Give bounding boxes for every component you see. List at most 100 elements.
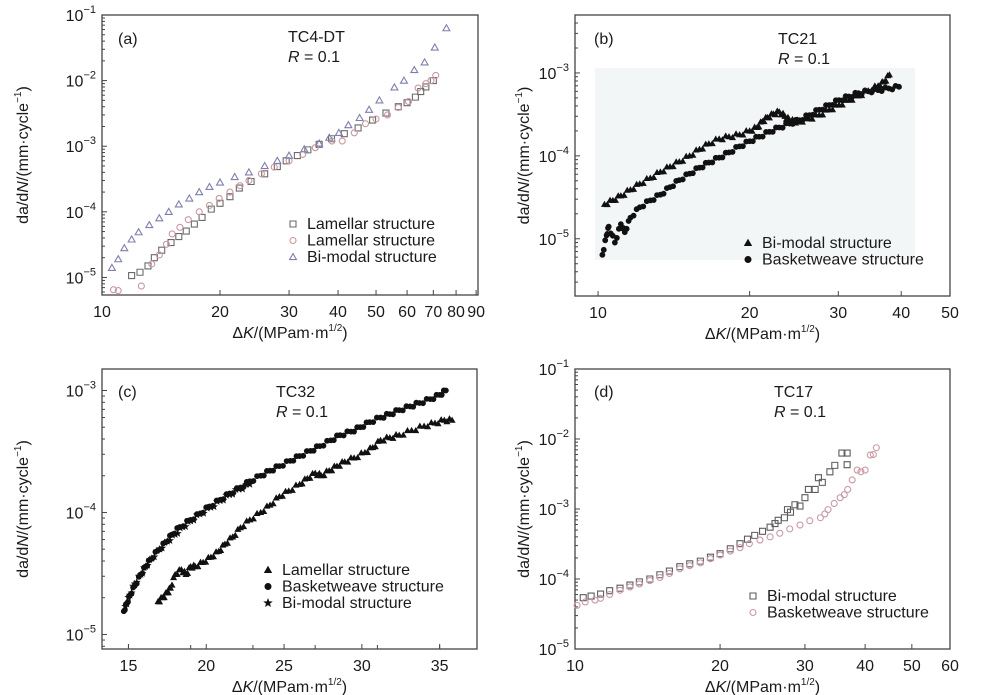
plot-frame bbox=[101, 368, 478, 650]
data-point bbox=[814, 474, 822, 482]
legend-marker bbox=[288, 252, 298, 261]
series-lamellar-structure1 bbox=[109, 71, 440, 295]
data-point bbox=[656, 573, 664, 582]
y-tick-label: 10−4 bbox=[66, 201, 96, 222]
data-point bbox=[165, 536, 174, 544]
data-point bbox=[699, 145, 707, 152]
data-point bbox=[164, 207, 174, 215]
data-point bbox=[783, 506, 792, 514]
data-point bbox=[829, 106, 837, 113]
data-point bbox=[372, 115, 380, 123]
data-point bbox=[350, 129, 358, 137]
data-point bbox=[430, 396, 437, 403]
data-point bbox=[420, 57, 429, 66]
data-point bbox=[107, 263, 117, 271]
data-point bbox=[158, 543, 167, 552]
data-point bbox=[442, 387, 449, 394]
legend-label: Bi-modal structure bbox=[307, 249, 437, 266]
data-point bbox=[330, 437, 337, 444]
data-point bbox=[603, 200, 611, 208]
data-point bbox=[228, 490, 237, 498]
y-axis-label: da/dN/(mm·cycle−1) bbox=[13, 440, 32, 578]
y-tick-exponent: −5 bbox=[83, 623, 96, 635]
x-axis-label: ΔK/(MPam·m1/2) bbox=[705, 677, 820, 695]
data-point bbox=[866, 451, 874, 459]
series-bi-modal-structure2 bbox=[107, 23, 451, 271]
data-point bbox=[882, 77, 890, 84]
data-point bbox=[189, 516, 198, 524]
data-point bbox=[320, 442, 327, 449]
x-axis-label: ΔK/(MPam·m1/2) bbox=[705, 324, 820, 343]
data-point bbox=[324, 133, 334, 141]
data-point bbox=[660, 190, 667, 197]
data-point bbox=[184, 216, 192, 224]
data-point bbox=[801, 494, 809, 502]
data-point bbox=[679, 157, 687, 164]
data-point bbox=[716, 551, 724, 559]
data-point bbox=[215, 177, 225, 186]
x-tick-label: 10 bbox=[93, 304, 111, 321]
data-point bbox=[340, 130, 348, 138]
data-point bbox=[109, 286, 118, 294]
legend-marker bbox=[263, 565, 273, 574]
data-point bbox=[758, 527, 767, 535]
y-tick-label: 10−4 bbox=[66, 501, 96, 522]
data-point bbox=[708, 140, 716, 147]
data-point bbox=[250, 478, 257, 484]
data-point bbox=[858, 91, 865, 97]
data-point bbox=[606, 590, 614, 599]
panel-c: 10−5 10−4 10−3 15 20 25 30 35 ΔK/(MPam·m1/2) da/d… bbox=[13, 368, 478, 695]
data-point bbox=[760, 118, 768, 125]
data-point bbox=[826, 468, 834, 476]
data-point bbox=[599, 251, 606, 258]
x-axis-label: ΔK/(MPam·m1/2) bbox=[232, 677, 347, 695]
data-point bbox=[207, 205, 215, 213]
data-point bbox=[665, 569, 673, 578]
data-point bbox=[868, 89, 875, 96]
data-point bbox=[830, 499, 838, 508]
legend-label: Lamellar structure bbox=[282, 562, 410, 579]
x-tick-label: 50 bbox=[903, 658, 921, 675]
legend-label: Basketweave structure bbox=[767, 605, 929, 622]
data-point bbox=[719, 154, 726, 161]
data-point bbox=[143, 561, 152, 569]
data-point bbox=[600, 246, 607, 253]
x-tick-label: 20 bbox=[741, 305, 759, 322]
data-point bbox=[679, 176, 686, 183]
plot-background-tint bbox=[595, 68, 915, 260]
data-point bbox=[706, 555, 714, 563]
data-point bbox=[155, 251, 163, 259]
data-point bbox=[889, 86, 896, 93]
panel-label: (d) bbox=[594, 384, 614, 401]
data-point bbox=[745, 540, 753, 548]
data-point bbox=[796, 521, 804, 529]
data-point bbox=[786, 525, 794, 533]
data-point bbox=[818, 478, 826, 486]
data-point bbox=[442, 23, 451, 32]
data-point bbox=[861, 466, 869, 474]
data-point bbox=[311, 144, 319, 152]
data-point bbox=[843, 449, 851, 457]
y-axis-label: da/dN/(mm·cycle−1) bbox=[514, 87, 533, 225]
data-point bbox=[122, 599, 131, 608]
data-point bbox=[443, 418, 451, 425]
data-point bbox=[278, 492, 286, 499]
data-point bbox=[399, 431, 407, 438]
data-point bbox=[640, 203, 647, 210]
data-point bbox=[270, 163, 278, 171]
panel-label: (a) bbox=[118, 31, 138, 48]
data-point bbox=[340, 432, 347, 439]
data-point bbox=[205, 201, 214, 210]
data-point bbox=[260, 161, 270, 170]
data-point bbox=[789, 121, 796, 127]
data-point bbox=[743, 535, 752, 543]
data-point bbox=[849, 93, 856, 100]
data-point bbox=[272, 156, 282, 164]
data-point bbox=[422, 80, 430, 88]
legend-marker bbox=[289, 236, 297, 245]
data-point bbox=[853, 466, 861, 474]
x-tick-label: 40 bbox=[892, 305, 910, 322]
data-point bbox=[247, 177, 255, 186]
data-point bbox=[344, 458, 352, 465]
data-point bbox=[689, 170, 696, 177]
